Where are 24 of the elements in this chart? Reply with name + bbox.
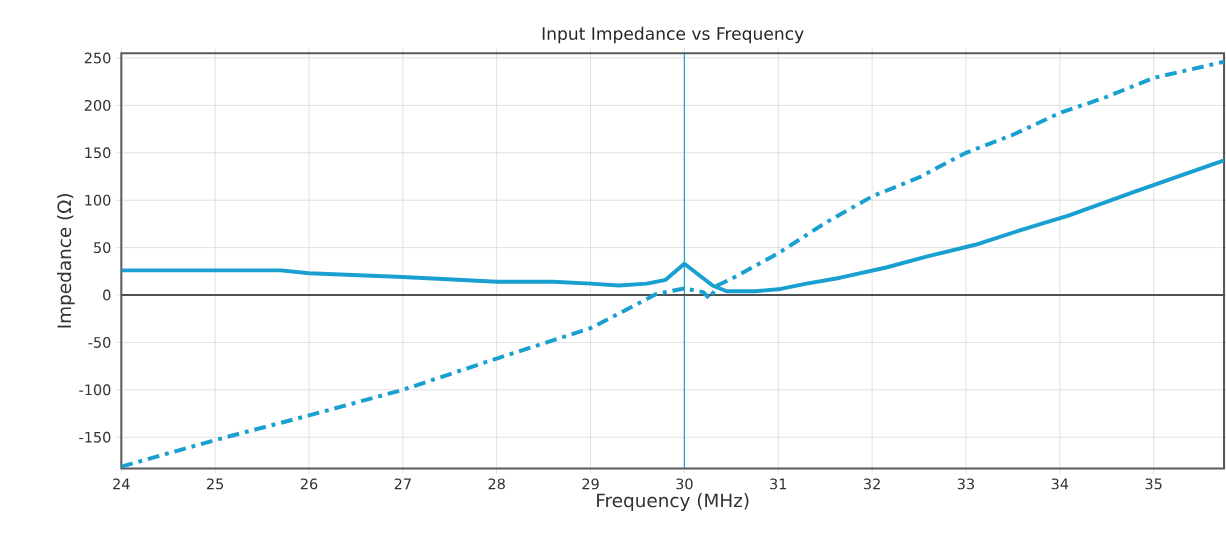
x-tick-label: 27 [394, 478, 411, 490]
x-axis-title: Frequency (MHz) [597, 493, 749, 512]
y-tick-label: -150 [79, 432, 111, 443]
x-tick-label: 34 [1051, 478, 1069, 490]
y-tick-label: -50 [88, 337, 111, 349]
y-tick-label: 0 [103, 289, 111, 301]
x-tick-label: 30 [676, 478, 693, 490]
x-tick-label: 33 [957, 478, 974, 490]
y-tick-label: 50 [94, 242, 111, 254]
x-tick-label: 31 [770, 478, 787, 490]
y-tick-label: 250 [84, 52, 111, 64]
y-tick-label: 100 [85, 194, 111, 206]
y-tick-label: 200 [84, 100, 111, 112]
x-tick-label: 29 [582, 478, 599, 490]
y-tick-label: -100 [79, 384, 111, 396]
y-tick-label: 150 [85, 147, 111, 159]
x-tick-label: 35 [1145, 478, 1162, 490]
y-axis-title: Impedance (Ω) [56, 194, 75, 328]
x-tick-label: 26 [300, 478, 318, 490]
x-tick-label: 28 [488, 478, 505, 490]
x-tick-label: 25 [206, 478, 224, 490]
chart-title: Input Impedance vs Frequency [542, 27, 804, 44]
x-tick-label: 24 [113, 478, 130, 490]
x-tick-label: 32 [863, 478, 880, 490]
